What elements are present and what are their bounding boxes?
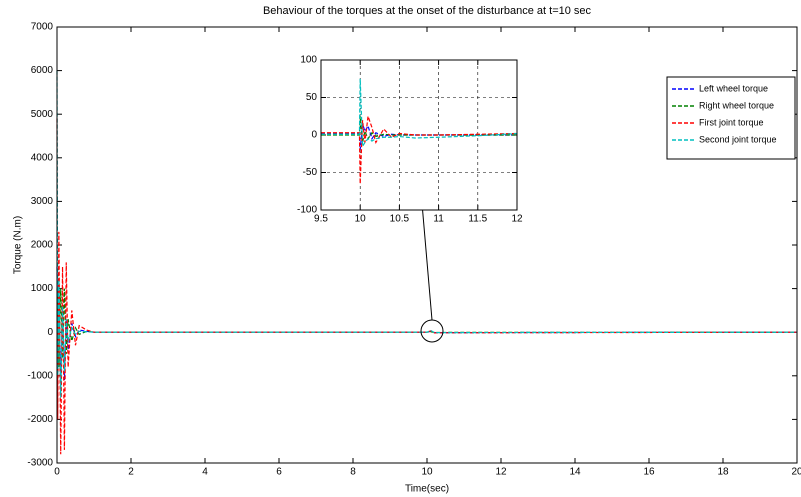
x-tick-label: 10 — [355, 214, 367, 225]
y-axis-label: Torque (N.m) — [13, 216, 24, 274]
series-line — [56, 70, 798, 398]
y-tick-label: -2000 — [27, 414, 53, 425]
y-tick-label: 0 — [311, 130, 317, 141]
legend-label: Right wheel torque — [699, 100, 774, 110]
chart-title: Behaviour of the torques at the onset of… — [263, 5, 592, 17]
x-tick-label: 11 — [433, 214, 444, 225]
x-tick-label: 10 — [421, 467, 433, 478]
y-tick-label: 100 — [300, 55, 317, 66]
x-axis-label: Time(sec) — [405, 484, 449, 495]
x-tick-label: 14 — [569, 467, 581, 478]
y-tick-label: -50 — [303, 167, 318, 178]
y-tick-label: 5000 — [31, 109, 54, 120]
x-tick-label: 20 — [791, 467, 801, 478]
y-tick-label: 6000 — [31, 65, 54, 76]
series-line — [321, 116, 518, 184]
x-tick-label: 8 — [350, 467, 356, 478]
x-tick-label: 9.5 — [314, 214, 328, 225]
y-tick-label: -100 — [297, 205, 317, 216]
y-tick-label: 0 — [47, 327, 53, 338]
y-tick-label: 50 — [306, 92, 318, 103]
y-tick-label: 1000 — [31, 283, 54, 294]
x-tick-label: 12 — [495, 467, 507, 478]
legend-box — [666, 76, 796, 160]
x-tick-label: 12 — [511, 214, 523, 225]
axes-box — [320, 59, 518, 211]
legend: Left wheel torque Right wheel torque First… — [666, 76, 796, 160]
x-tick-label: 10.5 — [390, 214, 410, 225]
x-tick-label: 11.5 — [468, 214, 487, 225]
y-tick-label: 3000 — [31, 196, 54, 207]
legend-label: First joint torque — [699, 117, 764, 127]
x-tick-label: 4 — [202, 467, 208, 478]
x-tick-label: 16 — [643, 467, 655, 478]
axes-box — [56, 26, 798, 464]
x-tick-label: 18 — [717, 467, 729, 478]
y-tick-label: -1000 — [27, 370, 53, 381]
y-tick-label: 4000 — [31, 152, 54, 163]
x-tick-label: 0 — [54, 467, 60, 478]
y-tick-label: 2000 — [31, 240, 54, 251]
y-tick-label: -3000 — [27, 458, 53, 469]
series-line — [321, 78, 518, 149]
inset-axes: 9.5 10 10.5 11 11.5 12 -100 -50 0 50 100 — [297, 55, 523, 225]
legend-label: Second joint torque — [699, 134, 777, 144]
x-tick-label: 2 — [128, 467, 134, 478]
legend-label: Left wheel torque — [699, 83, 768, 93]
x-tick-label: 6 — [276, 467, 282, 478]
y-tick-label: 7000 — [31, 22, 54, 33]
